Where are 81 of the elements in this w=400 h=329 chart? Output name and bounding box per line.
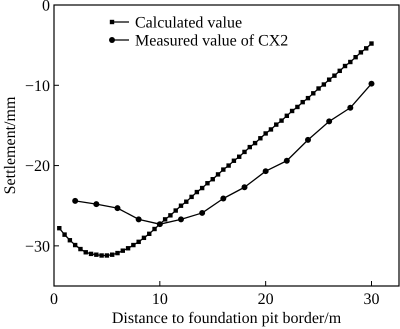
legend-label: Calculated value (135, 14, 242, 32)
point (364, 46, 368, 51)
point (136, 216, 142, 222)
point (311, 91, 316, 96)
point (221, 167, 226, 172)
point (284, 114, 290, 118)
point (284, 158, 290, 164)
point (305, 136, 311, 143)
point (220, 196, 226, 202)
point (68, 238, 72, 242)
point (88, 252, 94, 256)
x-tick-label: 30 (363, 291, 380, 308)
point (348, 60, 353, 64)
point (120, 248, 125, 253)
point (178, 216, 184, 222)
point (242, 150, 247, 154)
x-tick-label: 10 (152, 291, 168, 308)
point (57, 226, 62, 230)
point (252, 140, 258, 146)
point (262, 168, 269, 174)
point (178, 204, 184, 208)
point (368, 80, 374, 87)
point (353, 54, 358, 60)
point (274, 122, 278, 127)
point (338, 68, 342, 74)
point (258, 136, 263, 140)
point (322, 82, 326, 87)
point (162, 217, 168, 222)
point (114, 205, 120, 212)
point (326, 118, 332, 124)
point (189, 194, 194, 200)
point (131, 242, 136, 248)
point (300, 100, 305, 104)
point (216, 172, 220, 177)
point (332, 73, 337, 78)
point (326, 77, 332, 82)
point (174, 208, 178, 213)
point (72, 242, 78, 248)
point (347, 104, 354, 111)
y-tick-label: −20 (24, 158, 50, 176)
point (115, 250, 120, 256)
point (237, 154, 242, 159)
point (306, 96, 310, 100)
point (72, 198, 78, 204)
point (94, 252, 99, 257)
point (358, 50, 364, 55)
point (205, 181, 210, 186)
point (84, 250, 88, 254)
x-tick-label: 20 (258, 291, 274, 308)
point (316, 86, 321, 91)
point (263, 131, 268, 136)
point (232, 158, 236, 163)
point (200, 186, 204, 190)
y-tick-label: −10 (24, 78, 50, 95)
point (147, 232, 152, 236)
point (62, 232, 67, 237)
point (78, 246, 83, 252)
y-tick-label: −30 (24, 238, 50, 256)
point (110, 252, 114, 257)
point (168, 213, 173, 218)
point (295, 104, 300, 110)
point (142, 236, 146, 240)
point (136, 240, 141, 244)
point (268, 127, 274, 132)
legend-label: Measured value of CX2 (135, 32, 288, 50)
point (199, 210, 206, 216)
point (126, 246, 130, 250)
point (194, 190, 200, 194)
point (242, 184, 248, 190)
point (99, 253, 104, 258)
point (184, 200, 188, 204)
point (279, 118, 284, 123)
point (93, 201, 100, 208)
point (210, 177, 215, 182)
point (104, 253, 110, 258)
point (226, 163, 231, 168)
y-axis-title: Settlement/mm (2, 96, 19, 194)
y-tick-label: 0 (42, 0, 50, 15)
point (248, 144, 252, 150)
x-axis-title: Distance to foundation pit border/m (112, 310, 342, 327)
point (290, 108, 294, 114)
